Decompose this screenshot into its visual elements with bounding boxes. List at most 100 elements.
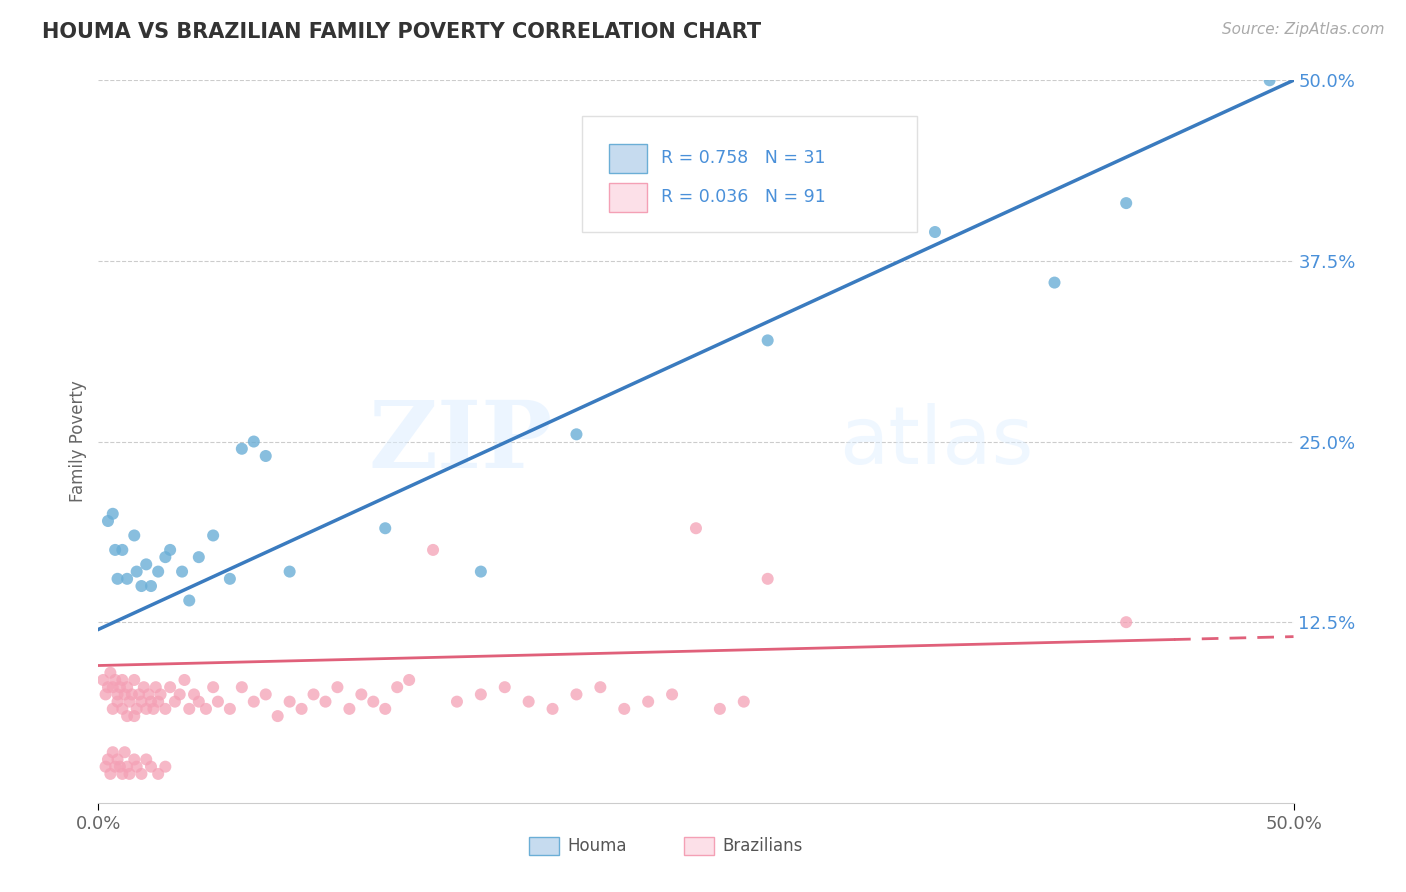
Point xyxy=(148,565,170,579)
Point xyxy=(291,702,314,716)
Point xyxy=(219,702,242,716)
FancyBboxPatch shape xyxy=(609,144,647,173)
Point xyxy=(374,702,396,716)
FancyBboxPatch shape xyxy=(582,116,917,232)
Point xyxy=(326,680,349,694)
Point xyxy=(179,702,201,716)
Point xyxy=(589,680,612,694)
Point xyxy=(131,579,153,593)
Point xyxy=(104,673,127,687)
Point xyxy=(1115,615,1137,630)
Point xyxy=(385,680,409,694)
Point xyxy=(135,558,157,572)
Point xyxy=(278,565,301,579)
Point xyxy=(195,702,218,716)
Point xyxy=(125,702,148,716)
Point xyxy=(179,593,201,607)
Point xyxy=(111,702,134,716)
Point xyxy=(118,695,141,709)
Point xyxy=(163,695,186,709)
Point xyxy=(613,702,636,716)
Point xyxy=(108,760,131,774)
Point xyxy=(398,673,420,687)
Point xyxy=(97,680,120,694)
Point xyxy=(115,572,138,586)
Point xyxy=(124,709,146,723)
Point xyxy=(138,687,160,701)
Point xyxy=(172,565,194,579)
Point xyxy=(541,702,564,716)
Point xyxy=(219,572,242,586)
Point xyxy=(97,514,120,528)
Point xyxy=(101,702,124,716)
Point xyxy=(139,695,162,709)
Point xyxy=(254,449,277,463)
Point xyxy=(470,565,492,579)
Point xyxy=(125,565,148,579)
Point xyxy=(661,687,683,701)
Point xyxy=(267,709,290,723)
Point xyxy=(124,673,146,687)
Point xyxy=(125,760,148,774)
Point xyxy=(115,709,138,723)
Point xyxy=(139,579,162,593)
Point xyxy=(756,334,779,348)
Point xyxy=(101,680,124,694)
Point xyxy=(709,702,731,716)
Point xyxy=(98,767,122,781)
Point xyxy=(135,702,157,716)
Point xyxy=(173,673,195,687)
Point xyxy=(565,687,588,701)
Point xyxy=(118,767,141,781)
Point xyxy=(107,695,129,709)
Point xyxy=(94,760,117,774)
Point xyxy=(149,687,172,701)
Point xyxy=(565,427,588,442)
Point xyxy=(155,702,177,716)
Point xyxy=(470,687,492,701)
Point xyxy=(685,521,707,535)
Point xyxy=(101,745,124,759)
Point xyxy=(108,680,131,694)
Text: R = 0.758   N = 31: R = 0.758 N = 31 xyxy=(661,149,825,168)
Point xyxy=(243,695,266,709)
Point xyxy=(145,680,167,694)
Point xyxy=(350,687,373,701)
Point xyxy=(148,767,170,781)
Point xyxy=(637,695,659,709)
Point xyxy=(128,687,150,701)
Point xyxy=(148,695,170,709)
Point xyxy=(115,760,138,774)
Point xyxy=(142,702,165,716)
FancyBboxPatch shape xyxy=(529,837,558,855)
Point xyxy=(254,687,277,701)
Point xyxy=(315,695,337,709)
Point xyxy=(494,680,516,694)
Point xyxy=(756,572,779,586)
Point xyxy=(139,760,162,774)
Point xyxy=(243,434,266,449)
Point xyxy=(339,702,361,716)
Point xyxy=(97,752,120,766)
Point xyxy=(98,665,122,680)
Point xyxy=(924,225,946,239)
Point xyxy=(302,687,325,701)
Point xyxy=(446,695,468,709)
Point xyxy=(202,528,225,542)
Point xyxy=(733,695,755,709)
Point xyxy=(124,528,146,542)
Point xyxy=(207,695,229,709)
Point xyxy=(121,687,143,701)
Point xyxy=(107,572,129,586)
Point xyxy=(187,550,209,565)
Point xyxy=(131,695,153,709)
Point xyxy=(374,521,396,535)
Point xyxy=(187,695,209,709)
Point xyxy=(1115,196,1137,211)
Point xyxy=(159,680,181,694)
Point xyxy=(135,752,157,766)
Point xyxy=(91,673,114,687)
Point xyxy=(517,695,540,709)
Text: Brazilians: Brazilians xyxy=(723,838,803,855)
Point xyxy=(115,680,138,694)
